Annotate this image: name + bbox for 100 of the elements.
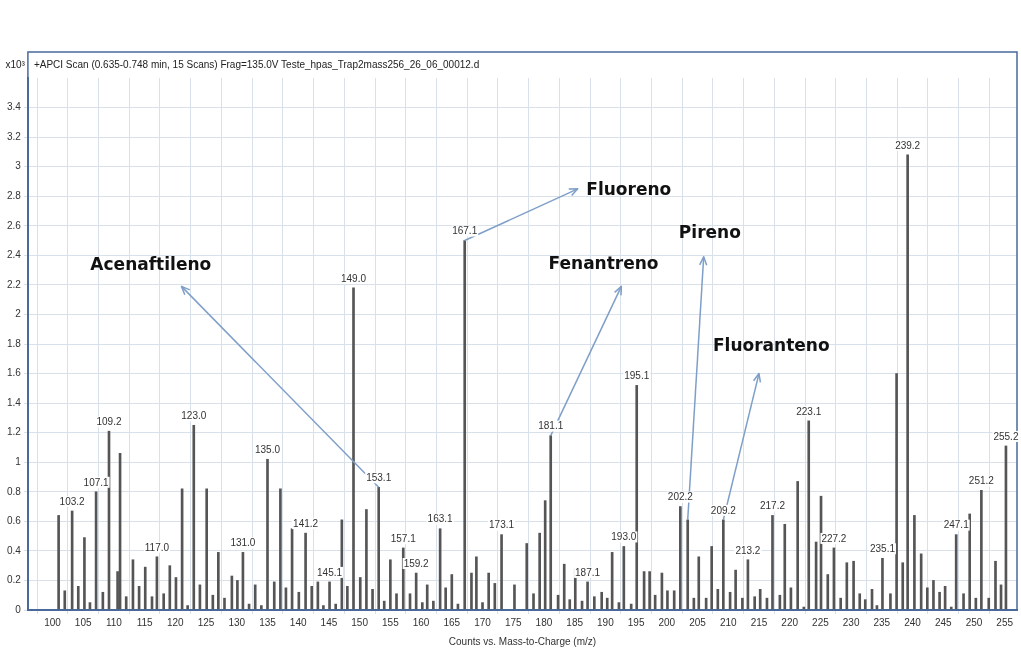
annotation: 163.1 (427, 513, 454, 525)
bar (826, 574, 830, 610)
annotation: 217.2 (759, 500, 786, 512)
y-tick-label: 3.2 (7, 130, 22, 142)
bar (758, 588, 762, 610)
bar (962, 593, 965, 610)
bar (666, 590, 669, 610)
x-tick-label: 105 (74, 616, 92, 628)
x-tick-label: 235 (873, 616, 891, 628)
y-tick-label: 1.8 (7, 337, 22, 349)
bar (334, 603, 338, 610)
bar (395, 593, 398, 610)
x-tick-label: 135 (259, 616, 277, 628)
x-tick-label: 195 (627, 616, 645, 628)
bar (63, 590, 67, 610)
bar (322, 605, 325, 610)
bar (76, 586, 80, 610)
bar (223, 597, 226, 610)
x-tick-label: 160 (412, 616, 430, 628)
bar (365, 509, 368, 610)
annotation: 247.1 (943, 519, 970, 531)
annotation: 173.1 (489, 519, 515, 531)
annotation: Fluoranteno (712, 335, 830, 356)
bar (432, 600, 435, 610)
bar (83, 537, 86, 610)
chart-title: +APCI Scan (0.635-0.748 min, 15 Scans) Frag=135.0V Teste_hpas_Trap2mass256_26_06_00012.d (33, 58, 480, 70)
bar (487, 572, 490, 610)
x-tick-label: 255 (996, 616, 1014, 628)
bar (481, 602, 484, 610)
bar (304, 532, 307, 610)
bar (629, 603, 633, 610)
bar (382, 600, 386, 610)
bar (543, 500, 547, 610)
x-tick-label: 175 (504, 616, 523, 628)
annotation: 255.2 (993, 430, 1019, 442)
x-tick-label: 220 (781, 616, 799, 628)
bar (593, 596, 596, 610)
bar (980, 489, 983, 610)
x-tick-label: 165 (443, 616, 461, 628)
x-tick-label: 155 (382, 616, 400, 628)
annotation: 145.1 (317, 566, 343, 578)
y-tick-label: 3 (15, 160, 22, 172)
bar (722, 519, 725, 610)
y-tick-label: 3.4 (7, 101, 22, 113)
annotation: 141.2 (293, 517, 319, 529)
annotation: 181.1 (538, 420, 564, 432)
bar (605, 597, 609, 610)
x-tick-label: 125 (197, 616, 215, 628)
bar (889, 593, 892, 610)
bar (716, 588, 720, 610)
bar (236, 580, 239, 610)
annotation: 103.2 (59, 495, 86, 507)
x-tick-label: 170 (474, 616, 492, 628)
bar (346, 586, 349, 610)
bar (932, 580, 935, 610)
bar (852, 560, 855, 610)
annotation: 149.0 (340, 272, 367, 284)
bar (143, 566, 147, 610)
y-tick-label: 1.4 (7, 396, 22, 408)
annotation: 227.2 (821, 532, 847, 544)
x-tick-label: 210 (719, 616, 738, 628)
x-axis-title: Counts vs. Mass-to-Charge (m/z) (448, 635, 597, 647)
bar (500, 534, 503, 610)
bar (600, 591, 604, 610)
bar (895, 373, 898, 610)
bar (562, 563, 566, 610)
x-tick-label: 250 (965, 616, 983, 628)
bar (168, 565, 172, 610)
bar (635, 385, 639, 610)
bar (648, 571, 651, 610)
bar (272, 581, 276, 610)
bar (217, 552, 220, 610)
bar (475, 556, 478, 610)
annotation: 195.1 (624, 370, 650, 382)
annotation: 153.1 (366, 472, 392, 484)
bar (906, 154, 909, 610)
bar (679, 506, 682, 610)
bar (211, 594, 215, 610)
bar (450, 574, 454, 610)
bar (734, 569, 737, 610)
annotation: Acenaftileno (90, 254, 212, 275)
bar (260, 605, 263, 610)
annotation: 251.2 (968, 475, 995, 487)
bar (352, 287, 355, 610)
bar (377, 487, 381, 610)
bar (863, 599, 867, 610)
bar (525, 543, 529, 610)
bar (205, 488, 209, 610)
bar (532, 593, 535, 610)
bar (463, 240, 467, 610)
bar (697, 556, 701, 610)
bar (389, 559, 392, 610)
annotation: 209.2 (710, 504, 737, 516)
x-tick-label: 240 (904, 616, 922, 628)
bar (913, 515, 916, 610)
x-tick-label: 130 (228, 616, 246, 628)
bar (328, 581, 331, 610)
bar (266, 458, 269, 610)
y-tick-label: 2 (15, 308, 22, 320)
annotation: 213.2 (735, 544, 761, 556)
